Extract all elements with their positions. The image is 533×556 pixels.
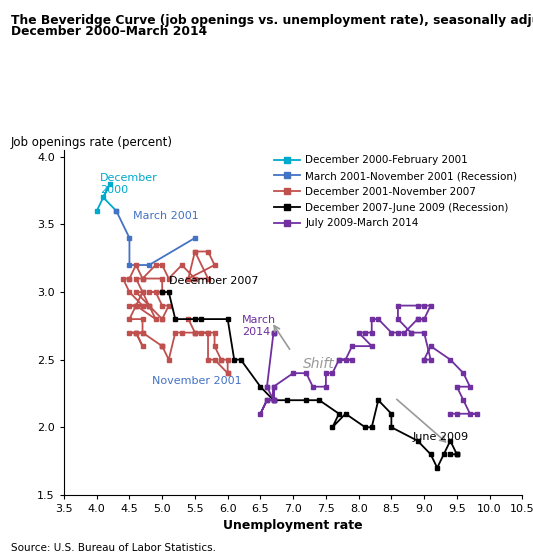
December 2007-June 2009 (Recession) (388, 424, 394, 430)
December 2007-June 2009 (Recession) (329, 424, 336, 430)
December 2001-November 2007 (159, 316, 165, 322)
December 2007-June 2009 (Recession) (441, 451, 447, 458)
Text: Job openings rate (percent): Job openings rate (percent) (11, 136, 173, 149)
December 2001-November 2007 (139, 302, 146, 309)
December 2007-June 2009 (Recession) (368, 424, 375, 430)
July 2009-March 2014 (447, 410, 454, 417)
December 2001-November 2007 (133, 302, 139, 309)
Line: July 2009-March 2014: July 2009-March 2014 (258, 303, 479, 416)
March 2001-November 2001 (Recession) (126, 235, 133, 241)
December 2007-June 2009 (Recession) (447, 438, 454, 444)
Text: The Beveridge Curve (job openings vs. unemployment rate), seasonally adjusted,: The Beveridge Curve (job openings vs. un… (11, 14, 533, 27)
December 2007-June 2009 (Recession) (159, 289, 165, 295)
Line: December 2007-June 2009 (Recession): December 2007-June 2009 (Recession) (160, 290, 459, 470)
July 2009-March 2014 (395, 302, 401, 309)
July 2009-March 2014 (322, 370, 329, 376)
December 2007-June 2009 (Recession) (447, 451, 454, 458)
Text: March 2001: March 2001 (133, 211, 198, 221)
December 2007-June 2009 (Recession) (284, 397, 290, 404)
Legend: December 2000-February 2001, March 2001-November 2001 (Recession), December 2001: December 2000-February 2001, March 2001-… (274, 155, 517, 229)
Text: Source: U.S. Bureau of Labor Statistics.: Source: U.S. Bureau of Labor Statistics. (11, 543, 216, 553)
December 2007-June 2009 (Recession) (342, 410, 349, 417)
Line: December 2001-November 2007: December 2001-November 2007 (120, 249, 230, 376)
December 2001-November 2007 (152, 262, 159, 269)
December 2007-June 2009 (Recession) (454, 451, 460, 458)
Text: November 2001: November 2001 (152, 376, 242, 386)
Text: March
2014: March 2014 (242, 315, 276, 337)
December 2007-June 2009 (Recession) (166, 289, 172, 295)
July 2009-March 2014 (395, 329, 401, 336)
December 2007-June 2009 (Recession) (388, 410, 394, 417)
December 2007-June 2009 (Recession) (427, 451, 434, 458)
December 2007-June 2009 (Recession) (224, 316, 231, 322)
December 2007-June 2009 (Recession) (198, 316, 205, 322)
December 2007-June 2009 (Recession) (316, 397, 322, 404)
December 2007-June 2009 (Recession) (231, 356, 237, 363)
July 2009-March 2014 (473, 410, 480, 417)
Line: December 2000-February 2001: December 2000-February 2001 (94, 181, 119, 214)
December 2000-February 2001 (93, 207, 100, 214)
December 2007-June 2009 (Recession) (172, 316, 179, 322)
December 2007-June 2009 (Recession) (303, 397, 310, 404)
December 2007-June 2009 (Recession) (414, 438, 421, 444)
Text: Shift: Shift (303, 357, 335, 371)
July 2009-March 2014 (322, 383, 329, 390)
December 2007-June 2009 (Recession) (270, 397, 277, 404)
Line: March 2001-November 2001 (Recession): March 2001-November 2001 (Recession) (114, 208, 197, 267)
July 2009-March 2014 (408, 329, 414, 336)
July 2009-March 2014 (467, 410, 473, 417)
December 2007-June 2009 (Recession) (434, 464, 440, 471)
Text: December 2000–March 2014: December 2000–March 2014 (11, 25, 207, 38)
December 2007-June 2009 (Recession) (454, 451, 460, 458)
December 2000-February 2001 (100, 194, 107, 201)
December 2007-June 2009 (Recession) (336, 410, 342, 417)
March 2001-November 2001 (Recession) (126, 262, 133, 269)
December 2007-June 2009 (Recession) (192, 316, 198, 322)
July 2009-March 2014 (270, 329, 277, 336)
December 2001-November 2007 (133, 329, 139, 336)
March 2001-November 2001 (Recession) (146, 262, 152, 269)
December 2007-June 2009 (Recession) (375, 397, 382, 404)
December 2000-February 2001 (107, 181, 113, 187)
March 2001-November 2001 (Recession) (113, 207, 119, 214)
December 2001-November 2007 (126, 329, 133, 336)
Text: December
2000: December 2000 (100, 173, 158, 195)
December 2001-November 2007 (185, 316, 191, 322)
March 2001-November 2001 (Recession) (192, 235, 198, 241)
Text: December 2007: December 2007 (169, 276, 258, 286)
December 2007-June 2009 (Recession) (454, 451, 460, 458)
December 2001-November 2007 (192, 248, 198, 255)
December 2007-June 2009 (Recession) (362, 424, 368, 430)
X-axis label: Unemployment rate: Unemployment rate (223, 519, 363, 533)
December 2000-February 2001 (113, 207, 119, 214)
December 2007-June 2009 (Recession) (257, 383, 264, 390)
Text: June 2009: June 2009 (413, 431, 469, 441)
December 2007-June 2009 (Recession) (238, 356, 244, 363)
December 2001-November 2007 (224, 370, 231, 376)
